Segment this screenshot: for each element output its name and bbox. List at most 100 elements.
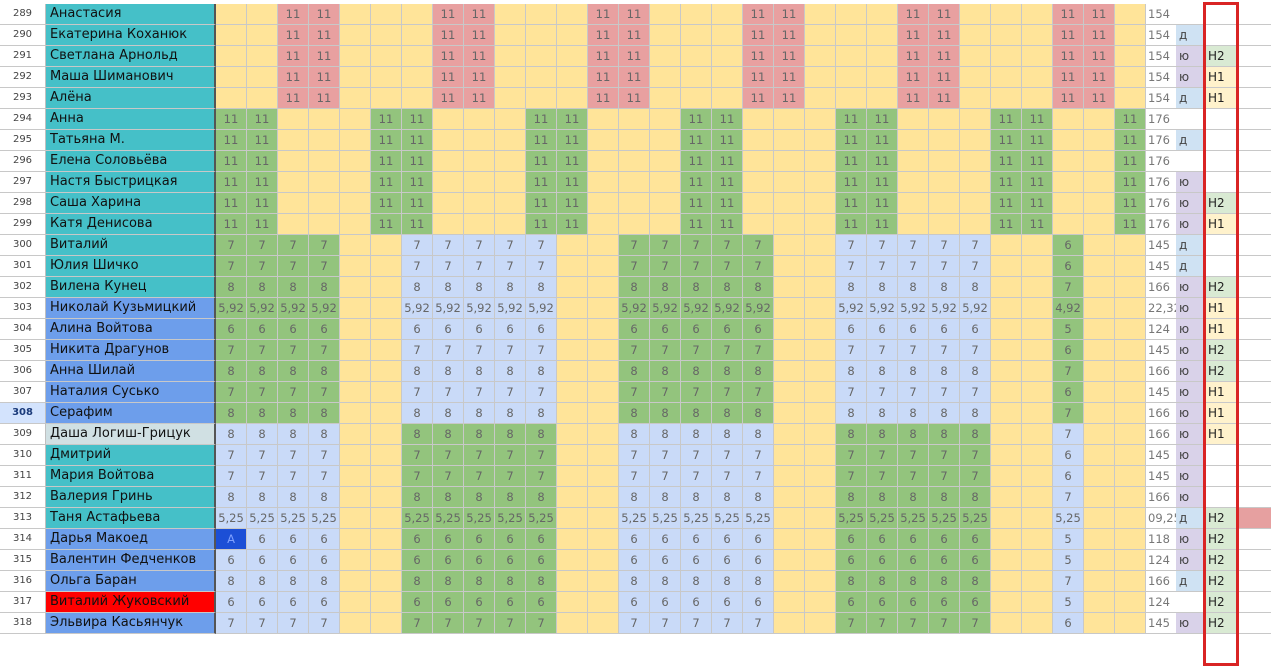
schedule-cell[interactable]: 8 [650,424,681,445]
schedule-cell[interactable]: 5,92 [278,298,309,319]
schedule-cell[interactable]: 7 [960,445,991,466]
schedule-cell[interactable]: 7 [433,445,464,466]
schedule-cell[interactable] [340,235,371,256]
schedule-cell[interactable] [588,529,619,550]
schedule-cell[interactable]: 11 [743,88,774,109]
total-hours[interactable]: 124 [1146,319,1176,340]
schedule-cell[interactable] [371,508,402,529]
schedule-cell[interactable]: 11 [1053,88,1084,109]
row-number[interactable]: 295 [0,130,46,151]
schedule-cell[interactable] [805,235,836,256]
schedule-cell[interactable] [681,67,712,88]
schedule-cell[interactable] [371,403,402,424]
level-cell[interactable] [1204,466,1238,487]
schedule-cell[interactable]: 6 [929,319,960,340]
schedule-cell[interactable] [650,67,681,88]
employee-name[interactable]: Таня Астафьева [46,508,216,529]
schedule-cell[interactable] [309,172,340,193]
schedule-cell[interactable] [774,592,805,613]
schedule-cell[interactable]: 6 [867,529,898,550]
schedule-cell[interactable] [433,193,464,214]
schedule-cell[interactable] [991,298,1022,319]
schedule-cell[interactable]: 11 [1053,4,1084,25]
schedule-cell[interactable]: 11 [836,130,867,151]
schedule-cell[interactable]: 11 [836,193,867,214]
category-letter[interactable]: ю [1176,424,1204,445]
schedule-cell[interactable]: 7 [402,466,433,487]
schedule-cell[interactable]: 8 [650,277,681,298]
schedule-cell[interactable]: 8 [247,487,278,508]
total-hours[interactable]: 118 [1146,529,1176,550]
schedule-cell[interactable] [340,550,371,571]
schedule-cell[interactable] [867,4,898,25]
schedule-cell[interactable] [340,403,371,424]
category-letter[interactable]: ю [1176,613,1204,634]
schedule-cell[interactable]: 11 [929,67,960,88]
schedule-cell[interactable]: 7 [836,340,867,361]
schedule-cell[interactable] [1115,466,1146,487]
schedule-cell[interactable]: 5,25 [526,508,557,529]
schedule-cell[interactable] [1022,487,1053,508]
schedule-cell[interactable]: 6 [216,550,247,571]
schedule-cell[interactable] [309,130,340,151]
employee-name[interactable]: Настя Быстрицкая [46,172,216,193]
schedule-cell[interactable] [1084,445,1115,466]
schedule-cell[interactable] [1115,487,1146,508]
schedule-cell[interactable] [774,382,805,403]
schedule-cell[interactable]: 11 [619,46,650,67]
schedule-cell[interactable] [805,424,836,445]
schedule-cell[interactable] [774,151,805,172]
schedule-cell[interactable] [1022,46,1053,67]
row-number[interactable]: 294 [0,109,46,130]
schedule-cell[interactable] [588,592,619,613]
schedule-cell[interactable]: 7 [836,256,867,277]
schedule-cell[interactable] [774,340,805,361]
extra-cell[interactable] [1238,508,1271,529]
schedule-cell[interactable] [340,592,371,613]
schedule-cell[interactable] [619,151,650,172]
schedule-cell[interactable]: 8 [247,403,278,424]
schedule-cell[interactable]: 5,92 [526,298,557,319]
schedule-cell[interactable]: 7 [960,613,991,634]
schedule-cell[interactable] [650,88,681,109]
schedule-cell[interactable] [681,46,712,67]
schedule-cell[interactable] [774,445,805,466]
schedule-cell[interactable]: 8 [433,277,464,298]
schedule-cell[interactable]: 8 [681,277,712,298]
schedule-cell[interactable]: 5,25 [433,508,464,529]
schedule-cell[interactable] [898,109,929,130]
schedule-cell[interactable] [557,424,588,445]
schedule-cell[interactable] [991,592,1022,613]
schedule-cell[interactable]: 8 [526,571,557,592]
schedule-cell[interactable]: 11 [712,109,743,130]
schedule-cell[interactable]: 11 [247,151,278,172]
schedule-cell[interactable]: 6 [898,319,929,340]
schedule-cell[interactable] [991,361,1022,382]
schedule-cell[interactable] [1022,550,1053,571]
schedule-cell[interactable] [1022,508,1053,529]
schedule-cell[interactable]: 11 [309,25,340,46]
schedule-cell[interactable]: 7 [464,613,495,634]
schedule-cell[interactable] [991,424,1022,445]
schedule-cell[interactable]: 6 [681,592,712,613]
schedule-cell[interactable] [805,256,836,277]
schedule-cell[interactable] [712,4,743,25]
schedule-cell[interactable]: 8 [929,361,960,382]
extra-cell[interactable] [1238,130,1271,151]
schedule-cell[interactable]: 11 [712,130,743,151]
row-number[interactable]: 316 [0,571,46,592]
schedule-cell[interactable] [805,4,836,25]
schedule-cell[interactable]: 8 [464,424,495,445]
schedule-cell[interactable]: 7 [495,235,526,256]
schedule-cell[interactable] [774,508,805,529]
schedule-cell[interactable] [774,403,805,424]
schedule-cell[interactable]: 6 [1053,256,1084,277]
schedule-cell[interactable]: 11 [402,193,433,214]
schedule-cell[interactable]: 8 [433,361,464,382]
schedule-cell[interactable] [774,130,805,151]
schedule-cell[interactable] [402,67,433,88]
schedule-cell[interactable]: 7 [929,466,960,487]
schedule-cell[interactable] [1084,424,1115,445]
schedule-cell[interactable] [371,4,402,25]
schedule-cell[interactable]: 8 [681,361,712,382]
